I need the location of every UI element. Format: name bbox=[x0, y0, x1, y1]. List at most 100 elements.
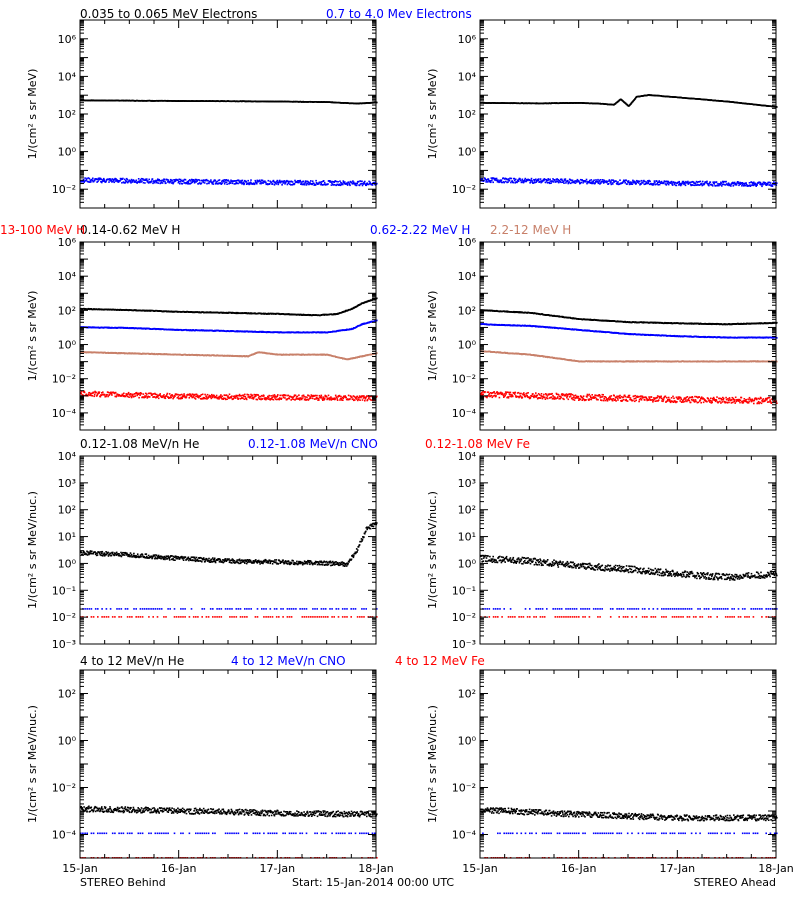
row-title-series-name: 4 to 12 MeV/n He bbox=[80, 654, 184, 668]
data-point bbox=[737, 182, 740, 184]
data-point bbox=[179, 180, 182, 183]
data-point bbox=[231, 182, 234, 185]
data-point bbox=[167, 181, 169, 183]
data-point bbox=[122, 395, 125, 398]
data-point bbox=[769, 182, 772, 184]
data-point bbox=[705, 182, 708, 184]
series-0-7-to-4-0-mev-electrons bbox=[480, 177, 778, 188]
data-point bbox=[752, 182, 754, 185]
data-point bbox=[579, 182, 582, 184]
data-point bbox=[492, 177, 494, 179]
data-point bbox=[549, 178, 551, 181]
data-point bbox=[530, 177, 533, 180]
data-point bbox=[265, 181, 267, 184]
data-point bbox=[129, 181, 132, 183]
data-point bbox=[652, 183, 655, 186]
data-point bbox=[131, 393, 133, 396]
data-point bbox=[93, 393, 96, 396]
data-point bbox=[670, 182, 672, 184]
data-point bbox=[685, 180, 687, 183]
data-point bbox=[101, 393, 104, 396]
data-point bbox=[528, 179, 531, 181]
data-point bbox=[146, 397, 149, 399]
data-point bbox=[346, 184, 349, 186]
data-point bbox=[517, 179, 519, 181]
data-point bbox=[520, 179, 522, 182]
data-point bbox=[686, 181, 689, 184]
data-point bbox=[83, 391, 86, 394]
data-point bbox=[90, 394, 93, 397]
data-point bbox=[341, 182, 343, 184]
data-point bbox=[183, 178, 186, 181]
data-point bbox=[330, 184, 333, 186]
data-point bbox=[92, 180, 95, 183]
data-point bbox=[114, 391, 117, 394]
data-point bbox=[550, 182, 552, 184]
data-point bbox=[702, 184, 704, 186]
data-point bbox=[152, 393, 155, 395]
data-point bbox=[109, 178, 112, 180]
data-point bbox=[365, 184, 368, 187]
data-point bbox=[701, 184, 703, 187]
data-point bbox=[608, 180, 610, 182]
data-point bbox=[524, 177, 527, 180]
data-point bbox=[146, 178, 148, 180]
data-point bbox=[533, 180, 536, 182]
data-point bbox=[246, 182, 249, 185]
data-point bbox=[146, 180, 149, 182]
data-point bbox=[127, 180, 130, 183]
data-point bbox=[288, 180, 291, 183]
data-point bbox=[634, 181, 637, 183]
data-point bbox=[547, 178, 549, 180]
data-point bbox=[166, 179, 169, 181]
data-point bbox=[681, 182, 683, 184]
data-point bbox=[211, 181, 213, 184]
data-point bbox=[98, 177, 101, 179]
data-point bbox=[168, 181, 171, 184]
data-point bbox=[205, 178, 208, 181]
data-point bbox=[134, 395, 137, 397]
row-title-series-name: 0.035 to 0.065 MeV Electrons bbox=[80, 7, 257, 21]
data-point bbox=[320, 183, 322, 186]
data-point bbox=[87, 177, 90, 179]
data-point bbox=[597, 178, 599, 181]
data-point bbox=[178, 178, 181, 181]
data-point bbox=[480, 178, 482, 180]
data-point bbox=[490, 181, 492, 184]
data-point bbox=[212, 183, 215, 185]
data-point bbox=[698, 184, 700, 186]
data-point bbox=[220, 183, 223, 185]
data-point bbox=[114, 177, 116, 180]
data-point bbox=[94, 390, 96, 393]
data-point bbox=[290, 180, 293, 183]
data-point bbox=[340, 181, 342, 184]
data-point bbox=[590, 182, 593, 185]
data-point bbox=[506, 181, 508, 184]
data-point bbox=[168, 393, 171, 395]
data-point bbox=[259, 180, 262, 183]
data-point bbox=[355, 184, 358, 187]
data-point bbox=[284, 183, 286, 185]
data-point bbox=[670, 180, 673, 183]
data-point bbox=[323, 181, 326, 184]
data-point bbox=[320, 182, 323, 185]
data-point bbox=[101, 180, 104, 182]
data-point bbox=[542, 180, 544, 182]
data-point bbox=[103, 177, 105, 180]
data-point bbox=[690, 184, 692, 187]
data-point bbox=[708, 182, 711, 185]
data-point bbox=[322, 180, 325, 182]
data-point bbox=[629, 182, 631, 184]
data-point bbox=[673, 183, 676, 186]
data-point bbox=[540, 181, 542, 184]
data-point bbox=[737, 181, 739, 183]
data-point bbox=[657, 181, 660, 183]
series-2-2-12-mev-h bbox=[80, 351, 378, 361]
data-point bbox=[84, 177, 86, 179]
data-point bbox=[277, 183, 280, 186]
data-point bbox=[496, 179, 498, 181]
data-point bbox=[144, 395, 146, 397]
data-point bbox=[722, 180, 724, 183]
data-point bbox=[97, 392, 99, 395]
data-point bbox=[349, 184, 351, 187]
